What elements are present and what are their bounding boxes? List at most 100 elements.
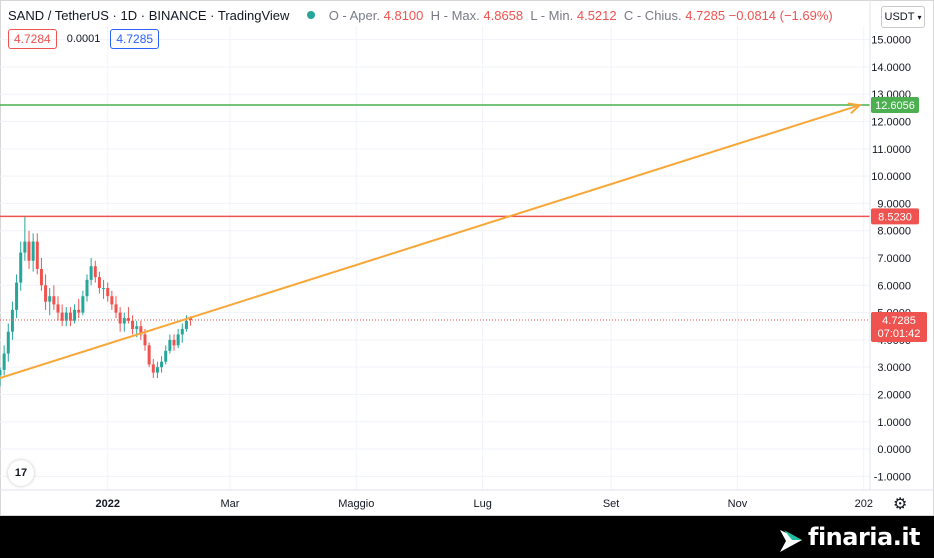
candle-body <box>27 241 31 261</box>
candle <box>122 312 126 332</box>
current-price-tag <box>871 311 927 342</box>
interval[interactable]: 1D <box>120 8 138 23</box>
x-tick-label: Mar <box>220 498 239 510</box>
candle-body <box>15 282 19 310</box>
candle <box>172 334 176 351</box>
candle <box>19 241 23 291</box>
candle <box>0 367 2 387</box>
chart-header: SAND / TetherUS · 1D · BINANCE · Trading… <box>8 8 833 23</box>
candle-body <box>19 252 23 283</box>
high-label: H - Max. <box>430 8 480 23</box>
x-tick-label: Set <box>603 498 620 510</box>
candle-body <box>122 318 126 324</box>
candle-body <box>151 364 155 373</box>
candle <box>52 285 56 310</box>
candle <box>44 274 48 310</box>
y-tick-label: 0.0000 <box>877 444 911 456</box>
candle <box>93 260 97 283</box>
y-tick-label: 7.0000 <box>877 253 911 265</box>
candle-body <box>143 334 147 346</box>
tradingview-logo-icon[interactable]: 17 <box>8 460 34 486</box>
candle <box>106 282 110 302</box>
candle-body <box>160 361 164 368</box>
candle-body <box>0 369 2 376</box>
currency-label: USDT <box>884 11 915 23</box>
y-tick-label: 10.0000 <box>871 171 911 183</box>
candle <box>147 342 151 368</box>
candle <box>164 345 168 365</box>
candle <box>35 233 39 275</box>
candle <box>81 290 85 316</box>
candle <box>60 304 64 327</box>
x-tick-label: Nov <box>728 498 748 510</box>
y-tick-label: 2.0000 <box>877 389 911 401</box>
y-tick-label: 9.0000 <box>877 198 911 210</box>
candle-body <box>147 345 151 365</box>
candle <box>31 233 35 272</box>
price-chart[interactable]: 15.000014.000013.000012.000011.000010.00… <box>0 0 934 516</box>
candle-body <box>77 309 81 313</box>
close-label: C - Chius. <box>623 8 682 23</box>
low-value: 4.5212 <box>576 8 617 23</box>
candle <box>131 315 135 335</box>
candle <box>48 288 52 316</box>
candle-body <box>164 350 168 362</box>
candle-body <box>73 309 77 321</box>
platform: TradingView <box>217 8 290 23</box>
candle-body <box>184 320 188 329</box>
x-tick-label: Maggio <box>338 498 374 510</box>
candle <box>102 279 106 299</box>
y-tick-label: -1.0000 <box>874 471 911 483</box>
current-price-label: 4.7285 <box>882 315 916 327</box>
x-axis-ticks: 2022 Mar Maggio Lug Set Nov 202 <box>95 498 872 510</box>
candle-body <box>102 288 106 290</box>
candle-body <box>97 277 101 289</box>
candle <box>77 298 81 319</box>
candle <box>15 274 19 319</box>
x-tick-label: Lug <box>473 498 491 510</box>
close-value: 4.7285 <box>685 8 726 23</box>
open-label: O - Aper. <box>328 8 380 23</box>
candle-body <box>35 241 39 269</box>
candle <box>151 358 155 379</box>
candle <box>139 320 143 340</box>
candle <box>180 323 184 343</box>
currency-selector[interactable]: USDT ▾ <box>881 6 925 28</box>
candle <box>155 361 159 379</box>
candle-body <box>114 304 118 313</box>
candle <box>39 258 43 291</box>
symbol-name[interactable]: SAND / TetherUS <box>8 8 109 23</box>
change-value: −0.0814 (−1.69%) <box>728 8 833 23</box>
candle <box>89 258 93 286</box>
candle-body <box>39 268 43 286</box>
candle-body <box>68 312 72 321</box>
trendline-group <box>0 102 862 380</box>
ask-button[interactable]: 4.7285 <box>110 29 160 49</box>
trendline <box>0 104 860 380</box>
countdown-label: 07:01:42 <box>878 328 921 340</box>
candle-body <box>180 328 184 335</box>
candle <box>73 304 77 324</box>
gear-icon[interactable]: ⚙ <box>893 496 908 513</box>
candle <box>27 230 31 269</box>
level-price-label: 8.5230 <box>878 211 912 223</box>
y-tick-label: 1.0000 <box>877 417 911 429</box>
bid-button[interactable]: 4.7284 <box>8 29 57 49</box>
candle-body <box>48 296 52 302</box>
candle-body <box>118 312 122 324</box>
candle-body <box>189 317 193 320</box>
y-tick-label: 3.0000 <box>877 362 911 374</box>
candle <box>160 356 164 373</box>
y-tick-label: 14.0000 <box>871 62 911 74</box>
low-label: L - Min. <box>530 8 574 23</box>
level-price-label: 12.6056 <box>875 100 915 112</box>
y-tick-label: 12.0000 <box>871 117 911 129</box>
candle-body <box>93 266 97 278</box>
candle-body <box>126 318 130 321</box>
chevron-down-icon: ▾ <box>917 12 922 22</box>
candle <box>118 307 122 332</box>
y-tick-label: 6.0000 <box>877 280 911 292</box>
candle-body <box>172 339 176 346</box>
footer-bar <box>0 516 934 558</box>
candle <box>114 296 118 319</box>
